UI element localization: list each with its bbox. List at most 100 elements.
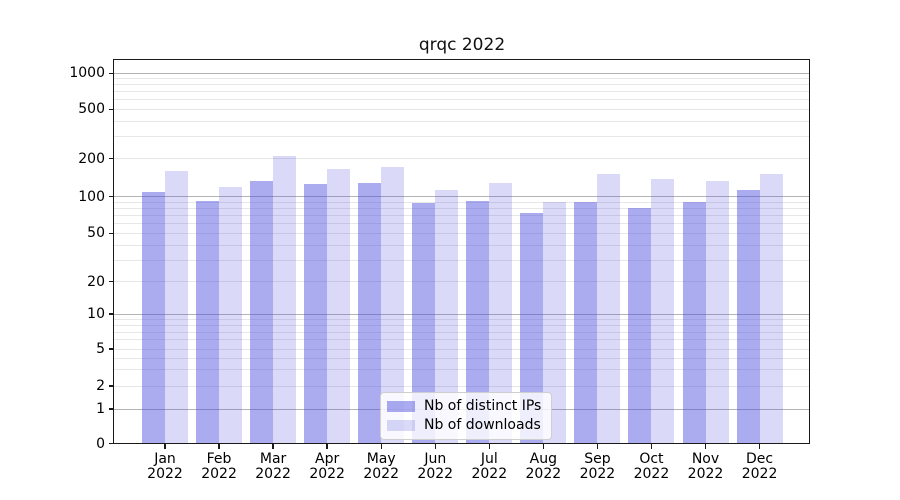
gridline-minor-40 [114,244,810,246]
bar-distinct-ips-oct-2022 [628,208,652,444]
bar-distinct-ips-apr-2022 [304,184,328,444]
x-tick-mark-mar-2022 [272,444,274,449]
y-tick-label-0: 0 [96,435,105,452]
gridline-minor-600 [114,99,810,101]
gridline-minor-7 [114,331,810,333]
gridline-minor-50 [114,232,810,234]
bar-downloads-mar-2022 [273,155,297,444]
y-tick-mark-0 [109,442,114,445]
gridline-major-100 [114,196,810,198]
y-tick-label-20: 20 [87,273,105,290]
x-tick-label-jan-2022: Jan 2022 [147,451,183,482]
y-tick-label-2: 2 [96,378,105,394]
bar-downloads-dec-2022 [759,174,783,444]
gridline-minor-9 [114,318,810,320]
gridline-major-1000 [114,72,810,74]
gridline-major-10 [114,313,810,315]
y-tick-label-500: 500 [78,101,105,118]
bar-downloads-jul-2022 [489,183,513,444]
gridline-minor-20 [114,281,810,283]
bar-distinct-ips-mar-2022 [250,181,274,444]
gridline-minor-90 [114,201,810,203]
bar-downloads-feb-2022 [219,186,243,444]
legend-swatch-downloads-icon [387,419,415,431]
y-tick-mark-10 [109,313,114,315]
x-tick-mark-nov-2022 [704,444,707,449]
gridline-minor-70 [114,215,810,217]
bar-distinct-ips-feb-2022 [196,200,220,444]
y-tick-mark-1 [109,408,114,410]
bar-distinct-ips-sep-2022 [574,201,598,444]
gridline-minor-60 [114,223,810,225]
bar-downloads-jun-2022 [435,190,459,444]
bar-downloads-aug-2022 [543,201,567,444]
legend-item-distinct-ips: Nb of distinct IPs [387,398,541,414]
bar-distinct-ips-nov-2022 [682,202,706,444]
y-tick-label-100: 100 [78,188,105,205]
x-tick-mark-jul-2022 [488,444,490,449]
bar-distinct-ips-aug-2022 [520,213,544,444]
gridline-minor-30 [114,259,810,261]
x-tick-label-feb-2022: Feb 2022 [201,451,237,482]
x-tick-mark-may-2022 [380,444,382,449]
x-tick-label-dec-2022: Dec 2022 [741,451,778,482]
legend: Nb of distinct IPs Nb of downloads [380,392,553,440]
gridline-minor-3 [114,369,810,371]
legend-label-downloads: Nb of downloads [424,417,541,433]
x-tick-label-oct-2022: Oct 2022 [633,451,670,482]
y-tick-label-5: 5 [96,341,105,357]
x-tick-label-jul-2022: Jul 2022 [471,451,508,482]
bar-distinct-ips-may-2022 [358,183,382,444]
legend-item-downloads: Nb of downloads [387,417,541,433]
x-tick-mark-apr-2022 [326,444,328,449]
y-tick-mark-1000 [109,72,114,74]
gridline-minor-80 [114,207,810,209]
bar-downloads-nov-2022 [705,180,729,444]
gridline-minor-800 [114,84,810,86]
bar-distinct-ips-jul-2022 [466,201,490,444]
x-tick-label-jun-2022: Jun 2022 [417,451,454,482]
gridline-minor-300 [114,136,810,138]
x-tick-mark-sep-2022 [596,444,599,449]
y-tick-label-1000: 1000 [69,65,105,82]
y-tick-mark-20 [109,281,114,283]
x-tick-mark-jun-2022 [434,444,436,449]
gridline-minor-200 [114,158,810,160]
bar-distinct-ips-jun-2022 [412,203,436,444]
x-tick-label-aug-2022: Aug 2022 [525,451,562,482]
y-tick-mark-500 [109,108,114,110]
legend-label-distinct-ips: Nb of distinct IPs [424,398,542,414]
bar-distinct-ips-jan-2022 [142,192,165,444]
x-tick-label-sep-2022: Sep 2022 [579,451,616,482]
y-tick-mark-2 [109,385,114,387]
gridline-minor-4 [114,357,810,359]
x-tick-label-apr-2022: Apr 2022 [309,451,345,482]
y-tick-mark-200 [109,158,114,160]
y-tick-mark-5 [109,348,114,350]
x-tick-label-nov-2022: Nov 2022 [687,451,724,482]
gridline-minor-8 [114,324,810,326]
chart-title: qrqc 2022 [418,35,506,55]
bar-downloads-jan-2022 [165,170,188,444]
x-tick-mark-dec-2022 [758,444,761,449]
gridline-minor-500 [114,108,810,110]
gridline-minor-6 [114,339,810,341]
x-tick-mark-feb-2022 [218,444,220,449]
y-tick-label-1: 1 [96,401,105,417]
gridline-minor-5 [114,348,810,350]
y-tick-mark-50 [109,232,114,234]
y-tick-label-10: 10 [87,306,105,322]
x-tick-mark-aug-2022 [542,444,545,449]
gridline-minor-400 [114,120,810,122]
legend-swatch-distinct-ips-icon [387,400,415,412]
gridline-minor-2 [114,385,810,387]
gridline-minor-900 [114,78,810,80]
bar-downloads-may-2022 [381,167,405,444]
y-tick-label-50: 50 [87,225,105,242]
y-tick-mark-100 [109,196,114,198]
bar-downloads-apr-2022 [327,169,351,444]
gridline-minor-700 [114,91,810,93]
bar-downloads-oct-2022 [651,179,675,444]
y-tick-label-200: 200 [78,150,105,167]
